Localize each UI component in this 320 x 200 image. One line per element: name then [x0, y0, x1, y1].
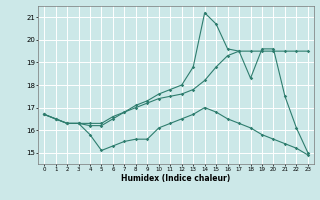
X-axis label: Humidex (Indice chaleur): Humidex (Indice chaleur) — [121, 174, 231, 183]
